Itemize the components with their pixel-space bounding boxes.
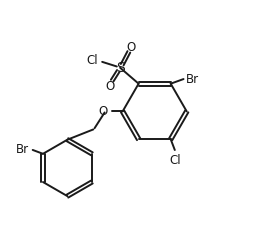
Text: Br: Br [186,73,199,86]
Text: S: S [116,61,125,75]
Text: Cl: Cl [170,154,181,167]
Text: O: O [126,41,135,54]
Text: O: O [99,105,108,118]
Text: Br: Br [16,143,29,156]
Text: O: O [106,80,115,93]
Text: Cl: Cl [86,54,98,67]
